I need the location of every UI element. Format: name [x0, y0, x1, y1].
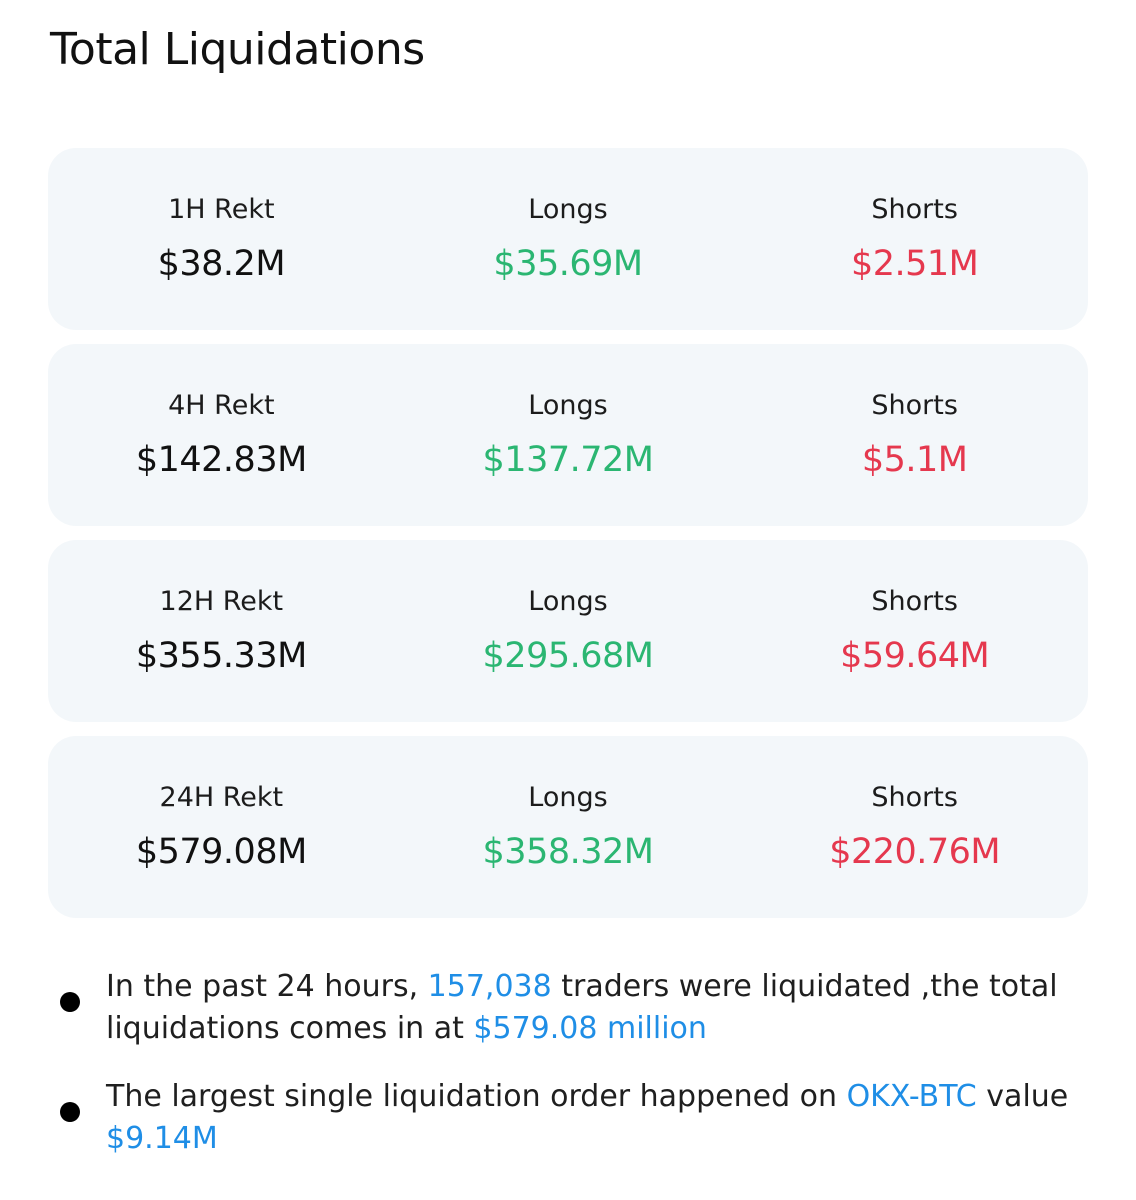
- longs-column: Longs $295.68M: [395, 540, 742, 722]
- total-column: 1H Rekt $38.2M: [48, 148, 395, 330]
- shorts-value: $59.64M: [840, 636, 990, 676]
- shorts-column: Shorts $5.1M: [741, 344, 1088, 526]
- note-largest-order: The largest single liquidation order hap…: [56, 1076, 1086, 1160]
- total-value: $142.83M: [135, 440, 307, 480]
- largest-order-amount: $9.14M: [106, 1121, 218, 1156]
- longs-column: Longs $358.32M: [395, 736, 742, 918]
- longs-label: Longs: [528, 782, 608, 813]
- traders-count: 157,038: [427, 969, 552, 1004]
- longs-value: $137.72M: [482, 440, 654, 480]
- summary-notes: In the past 24 hours, 157,038 traders we…: [56, 966, 1086, 1186]
- card-1h: 1H Rekt $38.2M Longs $35.69M Shorts $2.5…: [48, 148, 1088, 330]
- liquidation-cards: 1H Rekt $38.2M Longs $35.69M Shorts $2.5…: [48, 148, 1088, 932]
- total-value: $355.33M: [135, 636, 307, 676]
- period-label: 4H Rekt: [168, 390, 275, 421]
- longs-label: Longs: [528, 586, 608, 617]
- shorts-value: $220.76M: [829, 832, 1001, 872]
- card-12h: 12H Rekt $355.33M Longs $295.68M Shorts …: [48, 540, 1088, 722]
- total-column: 4H Rekt $142.83M: [48, 344, 395, 526]
- pair-link[interactable]: OKX-BTC: [846, 1079, 977, 1114]
- bullet-icon: [60, 1102, 80, 1122]
- shorts-label: Shorts: [871, 586, 958, 617]
- longs-value: $295.68M: [482, 636, 654, 676]
- total-value: $38.2M: [157, 244, 286, 284]
- card-24h: 24H Rekt $579.08M Longs $358.32M Shorts …: [48, 736, 1088, 918]
- shorts-column: Shorts $220.76M: [741, 736, 1088, 918]
- note-text: In the past 24 hours,: [106, 969, 428, 1004]
- total-amount: $579.08 million: [473, 1011, 707, 1046]
- card-4h: 4H Rekt $142.83M Longs $137.72M Shorts $…: [48, 344, 1088, 526]
- longs-column: Longs $137.72M: [395, 344, 742, 526]
- shorts-value: $5.1M: [861, 440, 968, 480]
- longs-column: Longs $35.69M: [395, 148, 742, 330]
- shorts-column: Shorts $2.51M: [741, 148, 1088, 330]
- note-text: The largest single liquidation order hap…: [106, 1079, 847, 1114]
- total-value: $579.08M: [135, 832, 307, 872]
- note-traders-liquidated: In the past 24 hours, 157,038 traders we…: [56, 966, 1086, 1050]
- total-column: 12H Rekt $355.33M: [48, 540, 395, 722]
- total-column: 24H Rekt $579.08M: [48, 736, 395, 918]
- longs-value: $35.69M: [493, 244, 643, 284]
- page-title: Total Liquidations: [50, 24, 425, 75]
- period-label: 12H Rekt: [159, 586, 284, 617]
- period-label: 24H Rekt: [159, 782, 284, 813]
- bullet-icon: [60, 992, 80, 1012]
- longs-value: $358.32M: [482, 832, 654, 872]
- shorts-value: $2.51M: [850, 244, 979, 284]
- longs-label: Longs: [528, 194, 608, 225]
- period-label: 1H Rekt: [168, 194, 275, 225]
- note-text: value: [976, 1079, 1069, 1114]
- shorts-label: Shorts: [871, 782, 958, 813]
- shorts-label: Shorts: [871, 390, 958, 421]
- shorts-label: Shorts: [871, 194, 958, 225]
- longs-label: Longs: [528, 390, 608, 421]
- shorts-column: Shorts $59.64M: [741, 540, 1088, 722]
- note-text: traders were liquidated ,the total liqui…: [106, 969, 1058, 1046]
